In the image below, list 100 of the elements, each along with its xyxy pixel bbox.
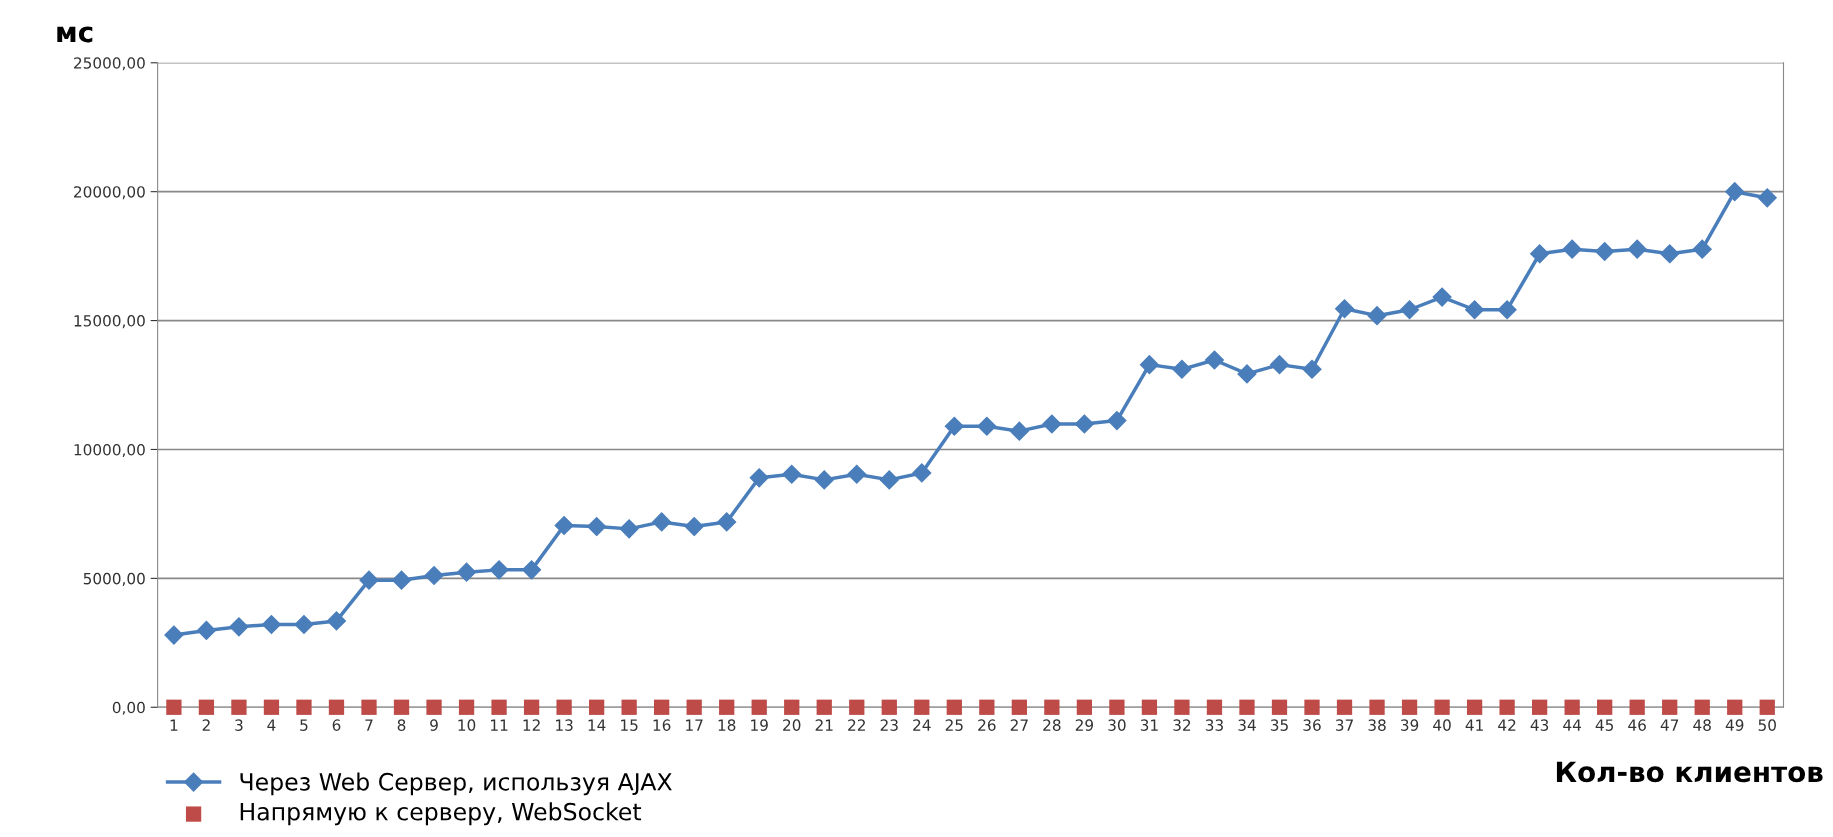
x-tick-label: 1 [170,719,178,731]
point [1499,699,1515,715]
point [1204,350,1224,370]
point [1564,699,1580,715]
x-tick-label: 14 [588,719,606,731]
point [196,620,216,640]
point [361,699,377,715]
point [1237,364,1257,384]
x-tick-label: 22 [848,719,865,731]
point [261,614,281,635]
x-tick-label: 44 [1563,719,1582,731]
x-tick-label: 49 [1725,719,1744,731]
x-tick-label: 34 [1238,719,1256,731]
point [749,468,769,488]
point [523,699,540,715]
legend-label: Через Web Сервер, используя AJAX [240,772,672,796]
x-tick-label: 2 [202,719,210,731]
point [621,699,637,715]
point [1725,182,1745,202]
point [1334,299,1355,319]
point [1759,699,1775,715]
point [1597,699,1613,715]
point [588,699,605,715]
point [946,699,962,715]
point [816,699,832,715]
point [1660,244,1680,264]
point [654,699,670,715]
x-tick-label: 18 [718,719,736,731]
point [426,699,442,715]
point [881,699,897,715]
y-tick-label: 5000,00 [83,572,145,586]
point [782,464,802,484]
x-tick-label: 37 [1335,719,1353,731]
point [1627,239,1647,259]
point [979,699,995,715]
point [198,699,215,715]
x-tick-label: 6 [332,719,341,731]
point [1466,699,1483,715]
point [684,517,704,537]
point [847,464,867,484]
point [912,463,932,483]
x-tick-label: 11 [491,719,508,731]
x-tick-label: 12 [523,719,540,731]
point [1562,239,1582,259]
point [1432,287,1452,307]
point [1206,699,1223,715]
point [717,512,737,532]
x-tick-label: 25 [945,719,963,731]
point [1239,699,1255,715]
x-tick-label: 24 [913,719,931,731]
point [1401,699,1418,715]
point [489,560,509,580]
x-tick-label: 48 [1693,719,1711,731]
x-tick-label: 42 [1498,719,1516,731]
point [977,416,997,436]
point [294,614,314,635]
point [458,699,475,715]
x-tick-label: 31 [1140,719,1158,731]
point [686,699,702,715]
x-tick-label: 21 [815,719,833,731]
point [424,565,444,586]
x-tick-label: 10 [458,719,476,731]
x-tick-label: 19 [751,719,768,731]
x-tick-label: 17 [686,719,703,731]
point [1044,699,1060,715]
point [751,699,767,715]
point [328,699,345,715]
point [1109,699,1125,715]
x-tick-label: 33 [1205,719,1223,731]
x-tick-label: 8 [397,719,406,731]
point [554,515,574,536]
point [1271,699,1288,715]
point [879,470,899,490]
point [391,570,412,590]
x-tick-label: 38 [1368,719,1386,731]
x-tick-label: 45 [1595,719,1614,731]
point [1074,414,1094,434]
point [1497,300,1517,320]
x-tick-label: 13 [556,719,573,731]
x-tick-label: 27 [1010,719,1028,731]
point [457,562,477,582]
point [1042,414,1062,434]
x-tick-label: 32 [1173,719,1191,731]
point [944,416,964,436]
x-tick-label: 28 [1043,719,1061,731]
point [652,512,672,532]
x-tick-label: 15 [621,719,638,731]
x-tick-label: 29 [1075,719,1094,731]
y-tick-label: 25000,00 [74,57,145,71]
point [784,699,800,715]
point [619,519,639,539]
point [1727,699,1743,715]
point [1694,699,1710,715]
x-tick-label: 43 [1530,719,1549,731]
point [1629,699,1645,715]
point [1595,241,1615,262]
point [556,699,572,715]
point [229,617,249,637]
x-tick-label: 20 [783,719,801,731]
point [849,699,865,715]
